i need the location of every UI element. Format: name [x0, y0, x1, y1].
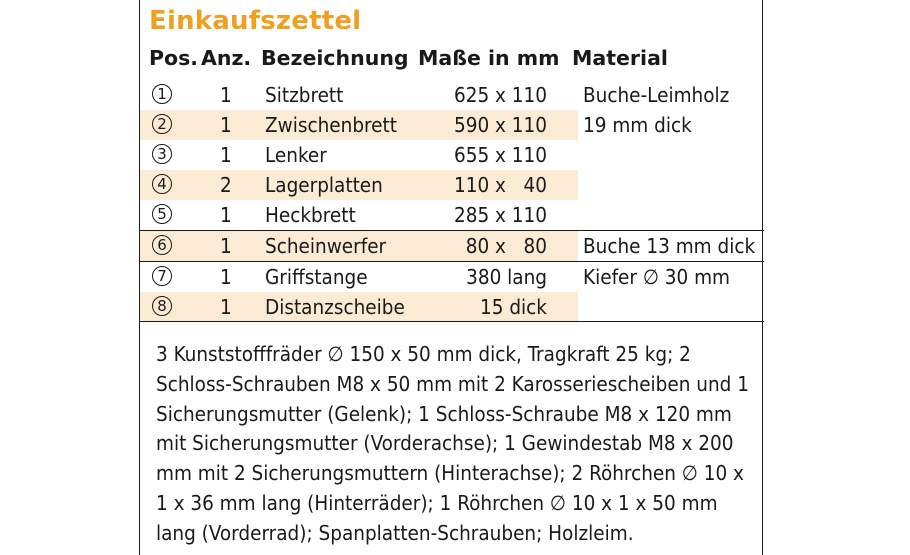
material-beech-glulam: Buche-Leimholz	[583, 83, 730, 107]
part-name: Sitzbrett	[265, 83, 344, 107]
quantity: 2	[220, 173, 232, 197]
position-number: 3	[152, 144, 172, 164]
material-thickness-19mm: 19 mm dick	[583, 113, 692, 137]
row-divider	[140, 230, 764, 231]
dimensions: 625 x 110	[453, 83, 547, 107]
quantity: 1	[220, 295, 232, 319]
notes-text: 3 Kunststofffräder ∅ 150 x 50 mm dick, T…	[156, 342, 749, 545]
header-masse: Maße in mm	[418, 46, 560, 70]
part-name: Lagerplatten	[265, 173, 383, 197]
shopping-list-sheet: Einkaufszettel Pos. Anz. Bezeichnung Maß…	[139, 0, 764, 555]
position-number: 2	[152, 114, 172, 134]
table-row: 2 1 Zwischenbrett 590 x 110	[140, 110, 578, 140]
position-number: 5	[152, 204, 172, 224]
row-divider	[140, 261, 764, 262]
part-name: Scheinwerfer	[265, 234, 387, 258]
part-name: Zwischenbrett	[265, 113, 397, 137]
hardware-notes: 3 Kunststofffräder ∅ 150 x 50 mm dick, T…	[156, 340, 756, 549]
dimensions: 110 x 40	[454, 173, 547, 197]
dimensions: 285 x 110	[453, 203, 547, 227]
header-material: Material	[572, 46, 668, 70]
quantity: 1	[220, 143, 232, 167]
quantity: 1	[220, 265, 232, 289]
dimensions: 15 dick	[480, 295, 547, 319]
material-beech-13mm: Buche 13 mm dick	[583, 234, 756, 258]
header-anz: Anz.	[201, 46, 252, 70]
header-bezeichnung: Bezeichnung	[261, 46, 409, 70]
position-number: 1	[152, 84, 172, 104]
dimensions: 655 x 110	[453, 143, 547, 167]
quantity: 1	[220, 234, 232, 258]
dimensions: 80 x 80	[465, 234, 547, 258]
part-name: Griffstange	[265, 265, 368, 289]
material-pine-30mm: Kiefer ∅ 30 mm	[583, 265, 731, 289]
dimensions: 590 x 110	[453, 113, 547, 137]
table-row: 1 1 Sitzbrett 625 x 110	[140, 80, 578, 110]
table-row: 5 1 Heckbrett 285 x 110	[140, 200, 578, 230]
table-row: 3 1 Lenker 655 x 110	[140, 140, 578, 170]
part-name: Heckbrett	[265, 203, 356, 227]
position-number: 4	[152, 174, 172, 194]
table-row: 4 2 Lagerplatten 110 x 40	[140, 170, 578, 200]
position-number: 6	[152, 235, 172, 255]
header-pos: Pos.	[149, 46, 199, 70]
table-row: 7 1 Griffstange 380 lang	[140, 262, 578, 292]
position-number: 7	[152, 266, 172, 286]
quantity: 1	[220, 203, 232, 227]
part-name: Distanzscheibe	[265, 295, 405, 319]
part-name: Lenker	[265, 143, 327, 167]
table-row: 6 1 Scheinwerfer 80 x 80	[140, 231, 578, 261]
page-title: Einkaufszettel	[149, 6, 362, 36]
position-number: 8	[152, 296, 172, 316]
section-divider	[140, 321, 764, 322]
dimensions: 380 lang	[466, 265, 547, 289]
table-row: 8 1 Distanzscheibe 15 dick	[140, 292, 578, 322]
quantity: 1	[220, 83, 232, 107]
quantity: 1	[220, 113, 232, 137]
